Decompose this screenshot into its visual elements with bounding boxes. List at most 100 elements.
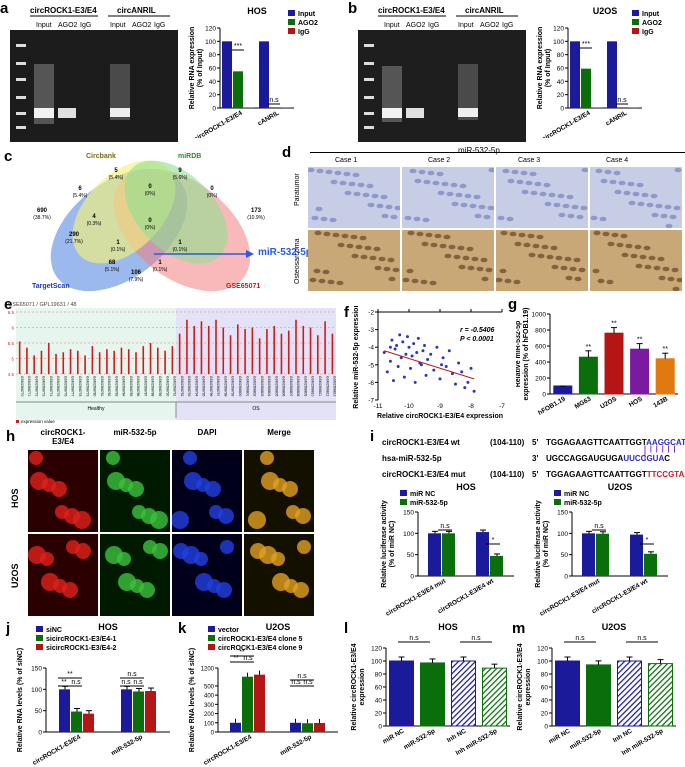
venn-region-pct: (0.1%) [173,247,188,253]
y-tick-label: 150 [31,666,42,673]
chart-b: 0 20 40 60 80 100 120 U2OS Relative RNA expressi… [537,6,662,138]
sig-label: n.s [617,97,627,104]
y-tick-label: -7 [368,398,374,405]
sample-label: GSM1568779 [85,376,89,397]
scatter-point [438,377,442,381]
gel-b-lane: IgG [502,22,513,29]
group-label: OS [252,406,260,412]
ihc-tile-cells [404,167,494,223]
scatter-point [441,356,445,360]
y-tick-label: 0 [212,106,216,113]
chart-g: 0 200 400 600 800 1000 Relative miR-532-5p expr… [516,308,678,417]
y-tick-label: 4.5 [8,372,15,377]
bar [331,333,334,374]
venn-region-pct: (0.1%) [111,247,126,253]
sample-label: GSM1568788 [151,376,155,397]
ihc-image-grid [308,167,684,292]
y-tick-label: 0 [378,724,382,731]
y-tick-label: 800 [535,328,546,335]
y-tick-label: 150 [403,510,414,517]
fluor-col-label: circROCK1- E3/E4 [40,428,86,446]
fluor-tile [100,450,170,532]
bar [40,350,43,374]
legend-swatch [288,28,295,34]
legend-swatch [16,420,19,423]
scatter-point [402,375,406,379]
bar [186,319,188,374]
y-tick-label: 20 [375,711,383,718]
sequence-row: hsa-miR-532-5p 3' UGCCAGGAUGUGAUUCCGUAC [382,454,671,463]
venn-region-pct: (0%) [207,193,218,199]
venn-region-count: 68 [109,260,116,266]
ihc-tile-cells [402,230,493,286]
sample-label: GSM1568792 [180,376,184,397]
bar [59,689,70,732]
sample-label: GSM1568795 [202,376,206,397]
venn-region-pct: (5.4%) [109,175,124,181]
legend-label: Input [642,11,660,18]
bar [428,533,441,576]
sample-label: GSM1568777 [71,376,75,397]
panel-label-f: f [344,304,349,321]
x-tick-label: miR-532-5p [403,728,437,752]
venn-region-pct: (0%) [145,225,156,231]
fluor-row-label: U2OS [10,563,20,588]
y-axis-label: Relative circROCK1-E3/E4 [351,643,358,730]
y-axis-label: expression [525,669,532,706]
legend-swatch [208,644,215,650]
y-tick-label: 150 [557,510,568,517]
gel-b-lane: Input [458,22,474,29]
panel-label-b: b [348,0,358,17]
x-tick-label: miR-532-5p [110,734,144,758]
bar [171,346,174,374]
legend-label: miR-532-5p [410,500,448,507]
y-tick-label: 100 [31,687,42,694]
y-axis-label: expression (% of hFOB1.19) [523,308,530,401]
trend-line [384,350,475,380]
bar [84,355,86,374]
gel-b-group1: circROCK1-E3/E4 [378,6,445,15]
fluor-cells [106,451,168,529]
legend-label: AGO2 [298,20,318,27]
sample-label: GSM1568811 [318,376,322,396]
x-tick-label: hFOB1.19 [537,395,567,416]
x-tick-label: miR NC [382,728,406,746]
bar [617,660,642,727]
ihc-tile-cells [309,230,400,286]
venn-region-pct: (7.9%) [129,277,144,283]
bar [121,689,132,732]
y-tick-label: 0 [564,574,568,581]
fluor-cells [173,540,234,598]
y-axis-label: Relative luciferase activity [381,500,388,588]
sample-label: GSM1568775 [56,376,60,397]
y-tick-label: 300 [204,703,215,709]
fluor-tile [28,534,98,616]
gel-b-lane: IgG [428,22,439,29]
sample-label: GSM1568787 [143,376,147,397]
bar [578,356,598,395]
sample-label: GSM1568803 [260,376,264,397]
sig-label: ** [586,344,592,351]
sig-label: ** [233,655,239,662]
bar [273,325,275,374]
sample-label: GSM1568794 [194,376,198,397]
ihc-tile [402,167,494,228]
chart-l: 0 20 40 60 80 100 120 HOS Relative circROCK1-E3/… [351,622,510,757]
sample-label: GSM1568797 [216,376,220,397]
y-tick-label: 0 [560,106,564,113]
sample-label: GSM1568773 [42,376,46,397]
chart-title: U2OS [593,6,618,16]
sample-label: GSM1568789 [158,376,162,397]
ihc-case: Case 3 [518,157,541,164]
scatter-point [432,368,436,372]
venn-region-pct: (10.9%) [247,215,265,221]
sample-label: GSM1568780 [93,376,97,397]
scatter-point [421,349,425,353]
y-tick-label: -6 [368,380,374,387]
legend-swatch [632,19,639,25]
gel-image-b: circROCK1-E3/E4 circANRIL Input AGO2 IgG… [358,6,526,142]
x-tick-label: miR NC [548,728,572,746]
bar [290,722,301,732]
sample-label: GSM1568796 [209,376,213,397]
sample-label: GSM1568800 [238,376,242,397]
